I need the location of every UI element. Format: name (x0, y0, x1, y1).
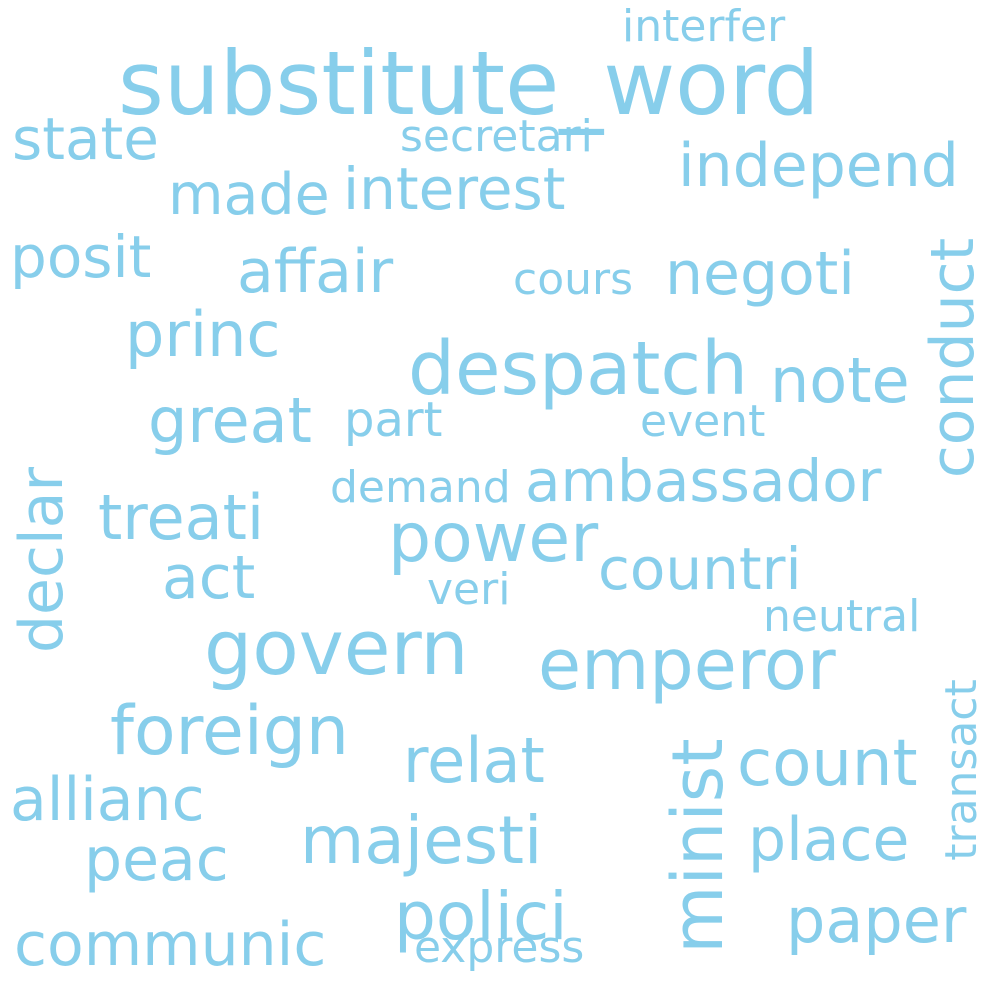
word-interfer: interfer (622, 1, 786, 52)
word-peac: peac (84, 825, 229, 895)
word-negoti: negoti (665, 239, 855, 309)
word-state: state (12, 105, 159, 173)
word-interest: interest (343, 155, 566, 223)
word-relat: relat (403, 724, 545, 797)
word-transact: transact (936, 679, 987, 861)
word-demand: demand (330, 462, 511, 513)
word-princ: princ (125, 298, 281, 371)
word-posit: posit (10, 223, 152, 291)
word-express: express (414, 922, 585, 973)
word-cours: cours (513, 254, 634, 305)
word-event: event (640, 396, 766, 447)
word-allianc: allianc (10, 765, 205, 835)
word-count: count (737, 727, 918, 801)
word-place: place (748, 805, 910, 875)
word-affair: affair (237, 237, 394, 307)
word-act: act (162, 543, 256, 613)
word-great: great (148, 384, 312, 457)
word-veri: veri (427, 564, 511, 615)
word-polici: polici (394, 878, 568, 955)
word-power: power (388, 499, 599, 578)
word-secretari: secretari (400, 111, 593, 162)
word-govern: govern (204, 603, 469, 692)
word-neutral: neutral (763, 591, 921, 642)
word-substitute-word: substitute_word (118, 32, 820, 135)
word-minist: minist (657, 738, 739, 954)
word-note: note (770, 344, 910, 417)
word-communic: communic (14, 910, 327, 980)
word-paper: paper (786, 884, 967, 957)
word-despatch: despatch (408, 326, 748, 412)
word-treati: treati (98, 481, 265, 554)
word-declar: declar (7, 466, 77, 654)
word-countri: countri (598, 535, 802, 603)
word-majesti: majesti (300, 802, 543, 879)
word-part: part (344, 392, 443, 448)
word-made: made (168, 162, 330, 228)
word-independ: independ (678, 131, 959, 201)
word-ambassador: ambassador (525, 447, 882, 515)
word-foreign: foreign (110, 692, 349, 771)
word-emperor: emperor (538, 624, 836, 706)
word-conduct: conduct (918, 237, 988, 479)
